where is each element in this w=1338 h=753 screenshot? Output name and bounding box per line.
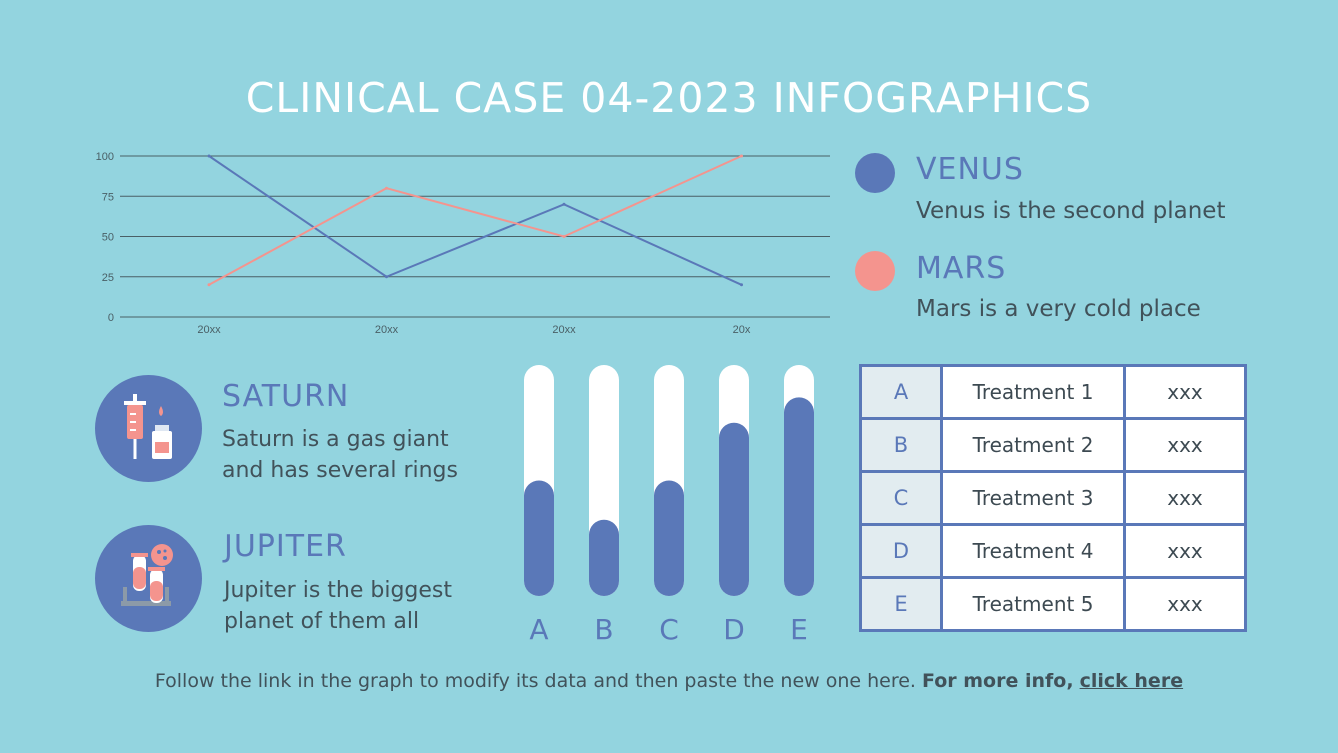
x-tick-label: 20x <box>733 324 751 336</box>
data-point <box>385 186 388 190</box>
table-cell-treatment: Treatment 3 <box>940 470 1126 526</box>
data-point <box>207 154 211 158</box>
bar <box>589 519 619 596</box>
data-point <box>562 202 566 206</box>
table-row: E Treatment 5 xxx <box>859 576 1247 632</box>
footer-note: Follow the link in the graph to modify i… <box>0 670 1338 692</box>
table-cell-treatment: Treatment 5 <box>940 576 1126 632</box>
table-cell-treatment: Treatment 4 <box>940 523 1126 579</box>
data-point <box>740 154 743 158</box>
bar-category-label: B <box>594 613 613 646</box>
table-cell-key: A <box>859 364 943 420</box>
table-cell-value: xxx <box>1123 364 1247 420</box>
table-cell-value: xxx <box>1123 523 1247 579</box>
bar <box>654 480 684 596</box>
table-cell-value: xxx <box>1123 470 1247 526</box>
line-chart: 0 25 50 75 100 20xx 20xx 20xx 20x <box>96 151 830 336</box>
table-cell-key: D <box>859 523 943 579</box>
x-tick-label: 20xx <box>197 324 221 336</box>
syringe-vial-icon <box>95 375 202 482</box>
y-tick-label: 25 <box>102 272 114 284</box>
venus-legend-dot <box>855 153 895 193</box>
bar <box>524 480 554 596</box>
test-tubes-icon <box>95 525 202 632</box>
jupiter-title: JUPITER <box>224 529 347 564</box>
mars-legend-name: MARS <box>916 251 1007 286</box>
data-point <box>562 235 566 238</box>
x-tick-label: 20xx <box>552 324 576 336</box>
click-here-link[interactable]: click here <box>1079 670 1184 692</box>
y-tick-label: 0 <box>108 312 114 324</box>
footer-bold-text: For more info, <box>922 670 1074 692</box>
table-cell-treatment: Treatment 1 <box>940 364 1126 420</box>
venus-legend-description: Venus is the second planet <box>916 198 1226 224</box>
bar <box>784 397 814 596</box>
y-tick-label: 50 <box>102 232 114 244</box>
table-row: A Treatment 1 xxx <box>859 364 1247 420</box>
table-cell-key: C <box>859 470 943 526</box>
data-point <box>385 275 388 279</box>
footer-text: Follow the link in the graph to modify i… <box>154 670 916 692</box>
venus-legend-name: VENUS <box>916 152 1024 187</box>
series-line-venus <box>208 155 742 286</box>
table-cell-key: B <box>859 417 943 473</box>
saturn-description: Saturn is a gas giant and has several ri… <box>222 427 458 483</box>
mars-legend-description: Mars is a very cold place <box>916 296 1201 322</box>
bar-category-label: D <box>723 613 745 646</box>
data-point <box>740 283 743 287</box>
x-tick-label: 20xx <box>375 324 399 336</box>
y-tick-label: 75 <box>102 191 114 203</box>
jupiter-description: Jupiter is the biggest planet of them al… <box>224 578 453 634</box>
bar-chart: A B C D E <box>524 365 814 646</box>
bar-category-label: A <box>529 613 548 646</box>
y-tick-label: 100 <box>96 151 114 163</box>
table-cell-key: E <box>859 576 943 632</box>
table-row: D Treatment 4 xxx <box>859 523 1247 579</box>
bar-category-label: C <box>659 613 679 646</box>
mars-legend-dot <box>855 251 895 291</box>
table-cell-value: xxx <box>1123 417 1247 473</box>
treatment-table: A Treatment 1 xxx B Treatment 2 xxx C Tr… <box>859 364 1247 632</box>
table-row: C Treatment 3 xxx <box>859 470 1247 526</box>
data-point <box>207 283 211 287</box>
table-cell-treatment: Treatment 2 <box>940 417 1126 473</box>
series-line-mars <box>208 155 742 286</box>
table-row: B Treatment 2 xxx <box>859 417 1247 473</box>
bar <box>719 422 749 596</box>
table-cell-value: xxx <box>1123 576 1247 632</box>
bar-category-label: E <box>790 613 808 646</box>
saturn-title: SATURN <box>222 379 350 414</box>
page-title: CLINICAL CASE 04-2023 INFOGRAPHICS <box>245 74 1093 122</box>
